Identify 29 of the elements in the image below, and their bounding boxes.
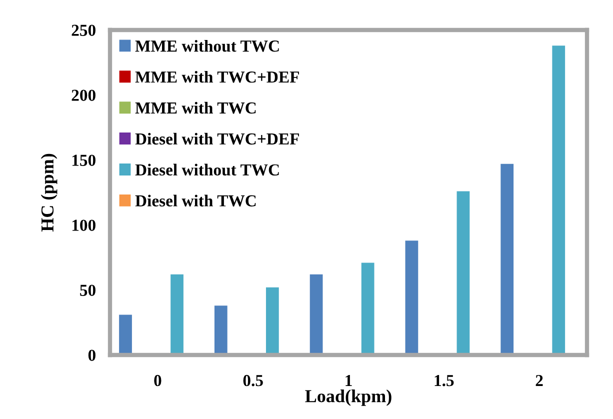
- x-tick-label: 2: [536, 374, 543, 386]
- legend-label: Diesel with TWC: [135, 194, 256, 207]
- bar: [119, 314, 132, 355]
- y-tick-label: 150: [72, 154, 96, 166]
- x-tick-label: 1.5: [434, 375, 454, 386]
- y-tick-label: 100: [72, 220, 96, 231]
- bar: [310, 274, 323, 355]
- legend-label: MME with TWC+DEF: [135, 70, 299, 83]
- x-tick-label: 1: [346, 375, 352, 386]
- y-axis-title: HC (ppm): [40, 154, 58, 232]
- legend-label: Diesel without TWC: [135, 164, 279, 176]
- y-tick-label: 250: [72, 24, 96, 36]
- bar: [266, 287, 279, 355]
- legend-label: Diesel with TWC+DEF: [135, 132, 299, 145]
- x-tick-label: 0.5: [243, 374, 263, 386]
- x-tick-label: 0: [154, 374, 162, 386]
- bar: [405, 240, 418, 355]
- y-tick-label: 50: [80, 284, 96, 296]
- bar: [170, 274, 184, 355]
- y-tick-label: 0: [88, 350, 96, 361]
- legend-label: MME with TWC: [135, 102, 256, 114]
- y-tick-label: 200: [72, 90, 96, 101]
- bar: [214, 306, 228, 355]
- bar: [500, 164, 514, 355]
- bar: [552, 46, 566, 355]
- x-axis-title: Load(kpm): [305, 390, 392, 406]
- legend-label: MME without TWC: [135, 40, 279, 52]
- bar: [456, 191, 470, 355]
- bar: [361, 262, 374, 355]
